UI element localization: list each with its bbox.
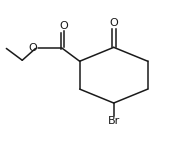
Text: Br: Br [108,116,120,126]
Text: O: O [28,43,37,53]
Text: O: O [59,21,68,31]
Text: O: O [109,18,118,28]
